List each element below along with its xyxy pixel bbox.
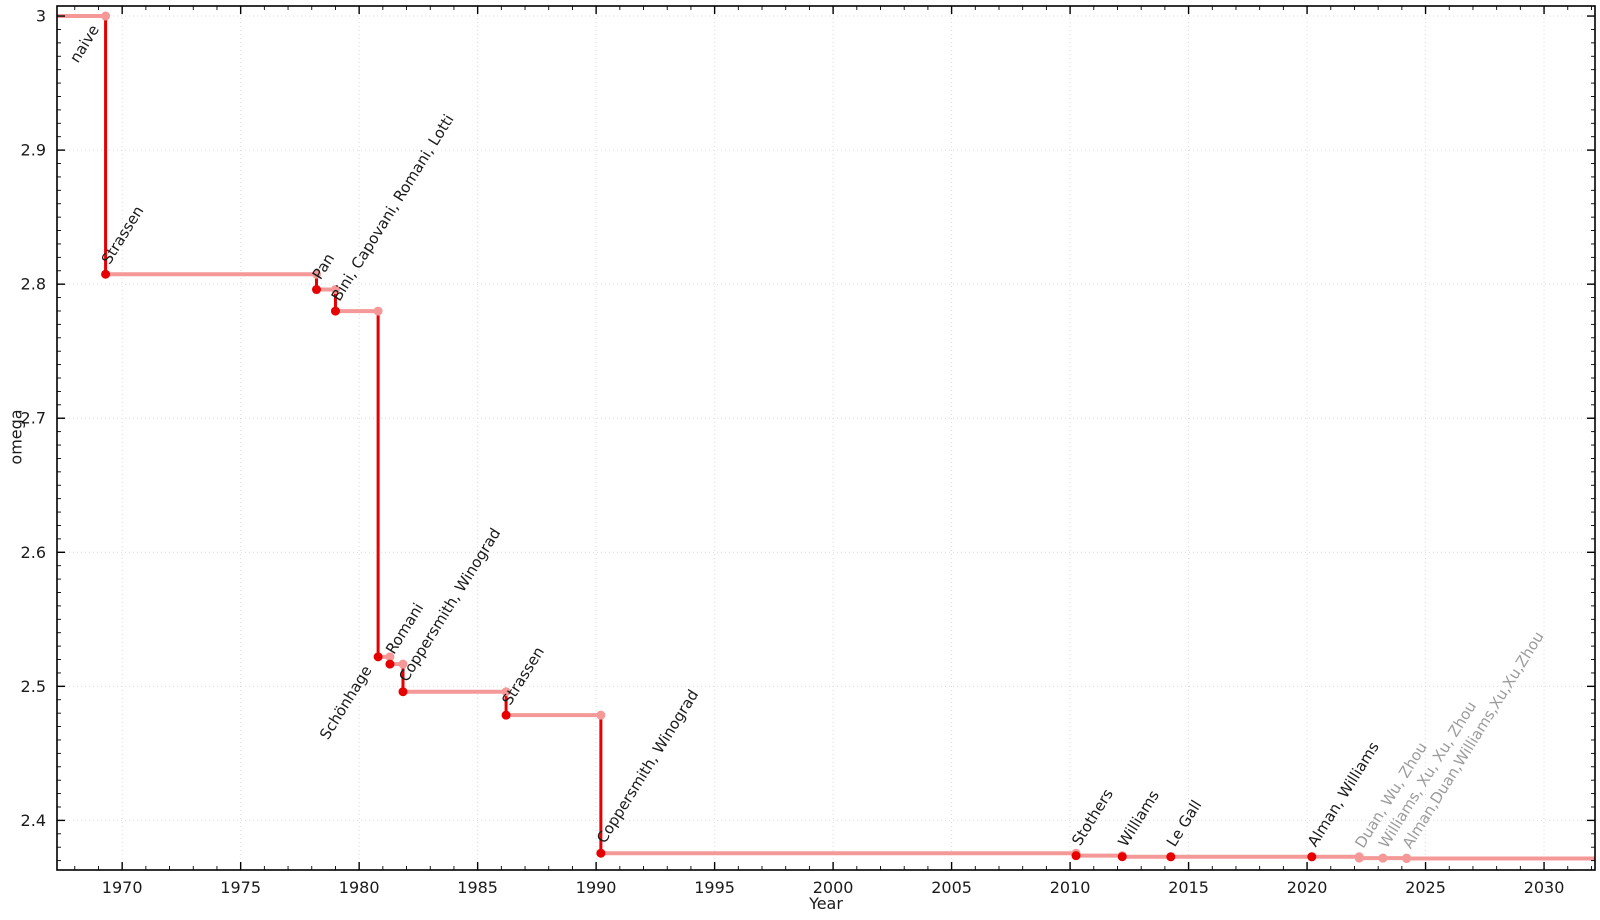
y-tick-label: 3	[36, 7, 46, 26]
record-point	[1307, 852, 1317, 862]
event-label: Schönhage	[316, 662, 375, 742]
plot-border	[56, 5, 1596, 871]
event-label: Alman,Duan,Williams,Xu,Xu,Zhou	[1399, 628, 1548, 851]
record-point	[385, 659, 395, 669]
x-tick-label: 2025	[1405, 878, 1446, 897]
event-label: Strassen	[498, 644, 548, 709]
y-tick-label: 2.7	[21, 409, 46, 428]
x-tick-label: 2005	[931, 878, 972, 897]
record-point	[1166, 852, 1176, 862]
plateau-point	[311, 269, 321, 279]
recent-record-point	[1378, 853, 1388, 863]
plateau-point	[398, 659, 408, 669]
x-tick-label: 2020	[1287, 878, 1328, 897]
y-axis-label: omega	[6, 409, 26, 465]
plateau-point	[385, 652, 395, 662]
event-label: naive	[66, 22, 103, 66]
recent-record-point	[1402, 854, 1412, 864]
plateau-point	[501, 687, 511, 697]
x-tick-label: 1985	[457, 878, 498, 897]
x-tick-label: 2030	[1524, 878, 1565, 897]
y-tick-label: 2.8	[21, 275, 46, 294]
x-tick-label: 1980	[339, 878, 380, 897]
record-point	[398, 687, 408, 697]
plateau-point	[330, 285, 340, 295]
x-tick-label: 1995	[694, 878, 735, 897]
record-point	[101, 269, 111, 279]
plateau-point	[373, 306, 383, 316]
x-axis-label: Year	[809, 894, 843, 913]
record-point	[330, 306, 340, 316]
y-tick-label: 2.5	[21, 677, 46, 696]
event-label: Le Gall	[1163, 797, 1205, 850]
recent-record-point	[1354, 853, 1364, 863]
x-tick-label: 1975	[220, 878, 261, 897]
record-point	[501, 710, 511, 720]
x-tick-label: 2000	[813, 878, 854, 897]
record-point	[1117, 852, 1127, 862]
event-label: Coppersmith, Winograd	[593, 686, 702, 846]
x-tick-label: 1970	[102, 878, 143, 897]
record-point	[596, 848, 606, 858]
event-label: Bini, Capovani, Romani, Lotti	[328, 111, 458, 304]
x-tick-label: 2015	[1168, 878, 1209, 897]
event-label: Pan	[309, 250, 339, 283]
plateau-point	[101, 11, 111, 21]
y-tick-label: 2.6	[21, 543, 46, 562]
y-tick-label: 2.4	[21, 811, 46, 830]
record-point	[1071, 851, 1081, 861]
x-tick-label: 2010	[1050, 878, 1091, 897]
record-point	[373, 652, 383, 662]
plateau-point	[596, 710, 606, 720]
record-point	[311, 285, 321, 295]
x-tick-label: 1990	[576, 878, 617, 897]
event-label: Williams	[1114, 787, 1163, 850]
event-label: Stothers	[1068, 786, 1117, 849]
y-tick-label: 2.9	[21, 141, 46, 160]
